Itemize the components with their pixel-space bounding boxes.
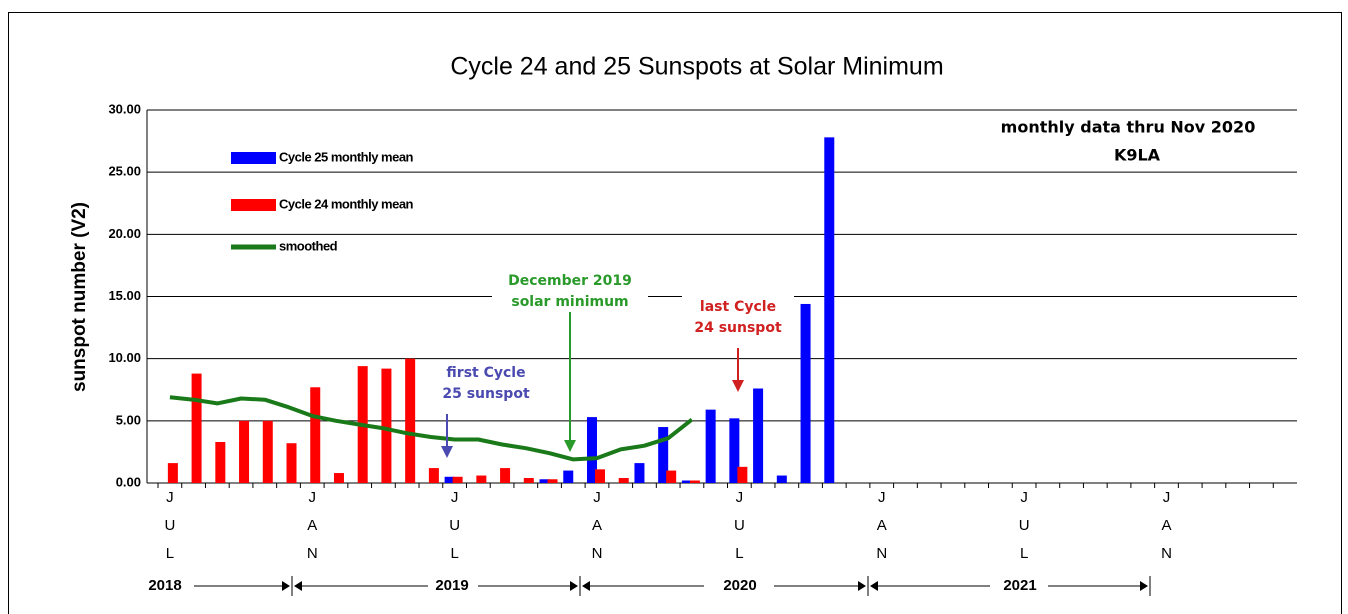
bar (191, 373, 202, 483)
x-tick-label: JUL (731, 489, 748, 573)
bar (539, 479, 550, 483)
bar (666, 470, 677, 483)
bar (262, 420, 273, 483)
x-tick-label: JAN (1158, 489, 1175, 573)
bar (476, 475, 487, 483)
year-label: 2020 (723, 577, 756, 594)
y-tick-label: 20.00 (108, 226, 141, 241)
bar (444, 476, 455, 483)
bar (689, 480, 700, 483)
y-axis-label: sunspot number (V2) (69, 202, 90, 392)
bar (737, 466, 748, 483)
bar (658, 427, 669, 483)
bar (428, 468, 439, 483)
bar (547, 479, 558, 483)
bar (563, 470, 574, 483)
bar (310, 387, 321, 483)
frame (8, 12, 1342, 614)
bar (618, 478, 629, 483)
annotation-box (682, 292, 794, 340)
bar (753, 388, 764, 483)
bar (381, 368, 392, 483)
bar (705, 409, 716, 483)
year-label: 2021 (1003, 577, 1036, 594)
chart-title: Cycle 24 and 25 Sunspots at Solar Minimu… (450, 53, 943, 81)
y-tick-label: 10.00 (108, 350, 141, 365)
bar (800, 303, 811, 483)
year-arrows (194, 576, 1151, 596)
plot-area: 0.00 5.00 10.00 15.00 20.00 25.00 30.00 JUL JAN J… (108, 101, 1297, 573)
annotation: December 2019 (508, 273, 632, 289)
legend-label: smoothed (279, 238, 338, 253)
bar (681, 480, 692, 483)
legend-swatch (231, 199, 276, 211)
annotation-arrow (441, 446, 453, 458)
annotation: solar minimum (511, 294, 628, 310)
annotation: last Cycle (700, 299, 776, 315)
x-tick-label: JUL (1016, 489, 1033, 573)
annotation: K9LA (1114, 146, 1161, 165)
bar (286, 443, 297, 483)
annotation-box (492, 262, 648, 314)
legend-label: Cycle 24 monthly mean (279, 196, 414, 211)
bar (452, 476, 463, 483)
x-tick-label: JAN (304, 489, 321, 573)
year-label: 2018 (148, 577, 181, 594)
bar (405, 358, 416, 483)
y-tick-label: 15.00 (108, 288, 141, 303)
smoothed-line (169, 395, 694, 462)
legend-swatch (231, 152, 276, 164)
bar (729, 418, 740, 483)
y-tick-label: 5.00 (116, 412, 141, 427)
x-tick-label: JAN (873, 489, 890, 573)
x-tick-label: JUL (446, 489, 463, 573)
x-tick-label: JUL (161, 489, 178, 573)
bar (333, 473, 344, 483)
bar (776, 475, 787, 483)
year-label: 2019 (435, 577, 468, 594)
bar (586, 417, 597, 483)
bar (239, 420, 250, 483)
y-tick-label: 25.00 (108, 164, 141, 179)
bar (523, 478, 534, 483)
bar (824, 137, 835, 483)
bar (594, 469, 605, 483)
annotation: monthly data thru Nov 2020 (1001, 118, 1256, 137)
bar (215, 441, 226, 483)
legend-label: Cycle 25 monthly mean (279, 149, 414, 164)
annotation-arrow (564, 440, 576, 452)
annotation-box (432, 360, 544, 404)
bar (500, 468, 511, 483)
y-tick-label: 30.00 (108, 101, 141, 116)
annotation: 24 sunspot (694, 320, 782, 336)
bar (167, 463, 178, 483)
annotation: first Cycle (446, 365, 525, 381)
x-tick-label: JAN (588, 489, 605, 573)
annotation: 25 sunspot (442, 386, 530, 402)
bar (634, 463, 645, 483)
annotation-arrow (732, 380, 744, 392)
y-tick-label: 0.00 (116, 474, 141, 489)
